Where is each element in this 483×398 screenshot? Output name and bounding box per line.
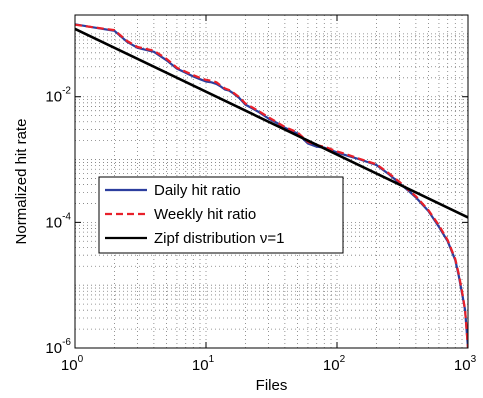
y-tick-exponent: -6	[62, 337, 71, 348]
legend-label: Weekly hit ratio	[154, 206, 256, 223]
x-tick-labels: 100 101 102 103	[61, 354, 477, 374]
y-tick-exponent: -2	[62, 86, 71, 97]
y-tick-labels: 10-610-410-2	[45, 86, 71, 357]
x-tick-base: 10	[454, 357, 471, 374]
legend-label: Daily hit ratio	[154, 182, 241, 199]
y-tick-base: 10	[45, 214, 62, 231]
x-tick-label: 103	[454, 354, 477, 374]
legend-label: Zipf distribution ν=1	[154, 230, 284, 247]
x-tick-exponent: 3	[471, 354, 477, 365]
x-axis-label: Files	[256, 377, 288, 394]
plot-frame	[74, 14, 469, 349]
series-layer	[75, 23, 468, 348]
x-tick-label: 102	[323, 354, 346, 374]
x-tick-exponent: 1	[209, 354, 215, 365]
y-tick-label: 10-4	[45, 211, 71, 231]
y-axis-label: Normalized hit rate	[13, 119, 30, 245]
x-tick-label: 100	[61, 354, 84, 374]
legend: Daily hit ratio Weekly hit ratio Zipf dist…	[98, 176, 344, 254]
x-tick-base: 10	[61, 357, 78, 374]
tick-marks	[74, 15, 469, 349]
y-tick-label: 10-6	[45, 337, 71, 357]
series-line-2	[75, 27, 468, 219]
y-tick-base: 10	[45, 89, 62, 106]
y-tick-base: 10	[45, 340, 62, 357]
y-tick-exponent: -4	[62, 211, 71, 222]
series-line-1	[75, 23, 468, 348]
x-tick-base: 10	[323, 357, 340, 374]
x-tick-exponent: 0	[78, 354, 84, 365]
x-tick-exponent: 2	[340, 354, 346, 365]
x-tick-base: 10	[192, 357, 209, 374]
x-tick-label: 101	[192, 354, 215, 374]
y-tick-label: 10-2	[45, 86, 71, 106]
